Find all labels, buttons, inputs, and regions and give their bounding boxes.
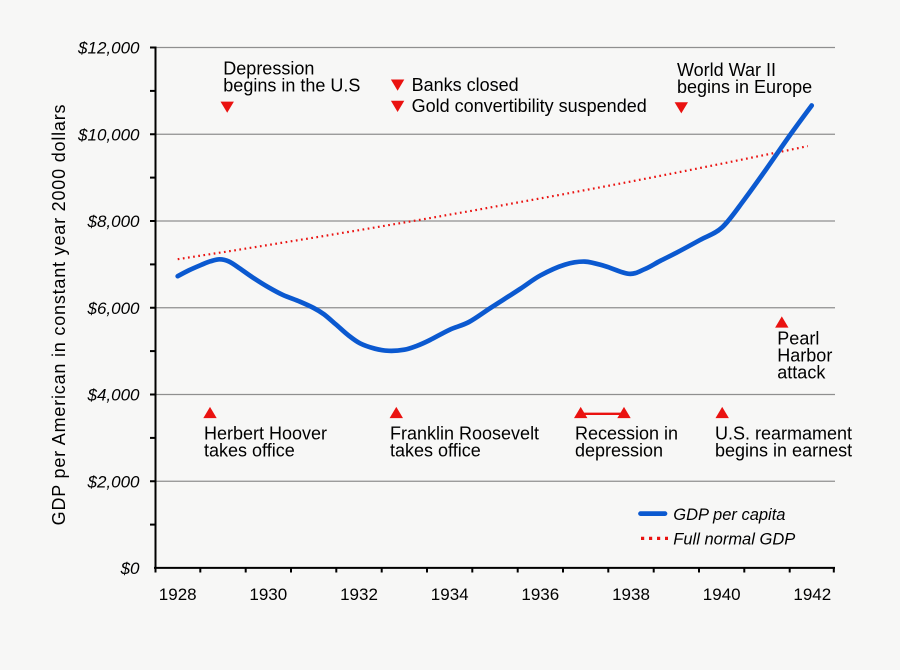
svg-text:1938: 1938	[612, 585, 650, 604]
svg-text:Harbor: Harbor	[777, 346, 832, 366]
svg-text:$6,000: $6,000	[87, 299, 141, 318]
svg-text:Herbert Hoover: Herbert Hoover	[204, 423, 327, 443]
svg-text:takes office: takes office	[204, 440, 295, 460]
svg-text:1942: 1942	[793, 585, 831, 604]
svg-text:$4,000: $4,000	[87, 386, 141, 405]
svg-text:1932: 1932	[340, 585, 378, 604]
svg-text:1940: 1940	[703, 585, 741, 604]
svg-text:takes office: takes office	[390, 440, 481, 460]
svg-text:attack: attack	[777, 363, 826, 383]
svg-text:Banks closed: Banks closed	[412, 75, 519, 95]
svg-text:$0: $0	[120, 559, 140, 578]
svg-text:Gold convertibility suspended: Gold convertibility suspended	[412, 96, 647, 116]
svg-text:begins in earnest: begins in earnest	[715, 440, 852, 460]
svg-text:World War II: World War II	[677, 60, 776, 80]
svg-text:$8,000: $8,000	[87, 212, 141, 231]
svg-text:begins in Europe: begins in Europe	[677, 77, 812, 97]
svg-text:Pearl: Pearl	[777, 328, 819, 348]
svg-text:Full normal GDP: Full normal GDP	[673, 531, 795, 549]
svg-text:1930: 1930	[249, 585, 287, 604]
svg-text:$12,000: $12,000	[77, 39, 140, 58]
svg-text:Franklin Roosevelt: Franklin Roosevelt	[390, 423, 539, 443]
svg-text:1936: 1936	[521, 585, 559, 604]
svg-text:U.S. rearmament: U.S. rearmament	[715, 423, 852, 443]
svg-text:GDP per capita: GDP per capita	[673, 506, 785, 524]
svg-text:1928: 1928	[159, 585, 197, 604]
svg-text:GDP per American in constant y: GDP per American in constant year 2000 d…	[49, 104, 69, 526]
svg-text:1934: 1934	[431, 585, 469, 604]
svg-text:Recession in: Recession in	[575, 423, 678, 443]
svg-text:$10,000: $10,000	[77, 125, 140, 144]
svg-text:$2,000: $2,000	[87, 472, 141, 491]
svg-text:Depression: Depression	[223, 58, 314, 78]
svg-text:begins in the U.S: begins in the U.S	[223, 75, 360, 95]
svg-text:depression: depression	[575, 440, 663, 460]
